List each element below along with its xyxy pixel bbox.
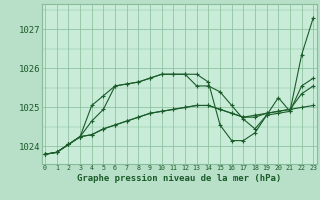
X-axis label: Graphe pression niveau de la mer (hPa): Graphe pression niveau de la mer (hPa) <box>77 174 281 183</box>
